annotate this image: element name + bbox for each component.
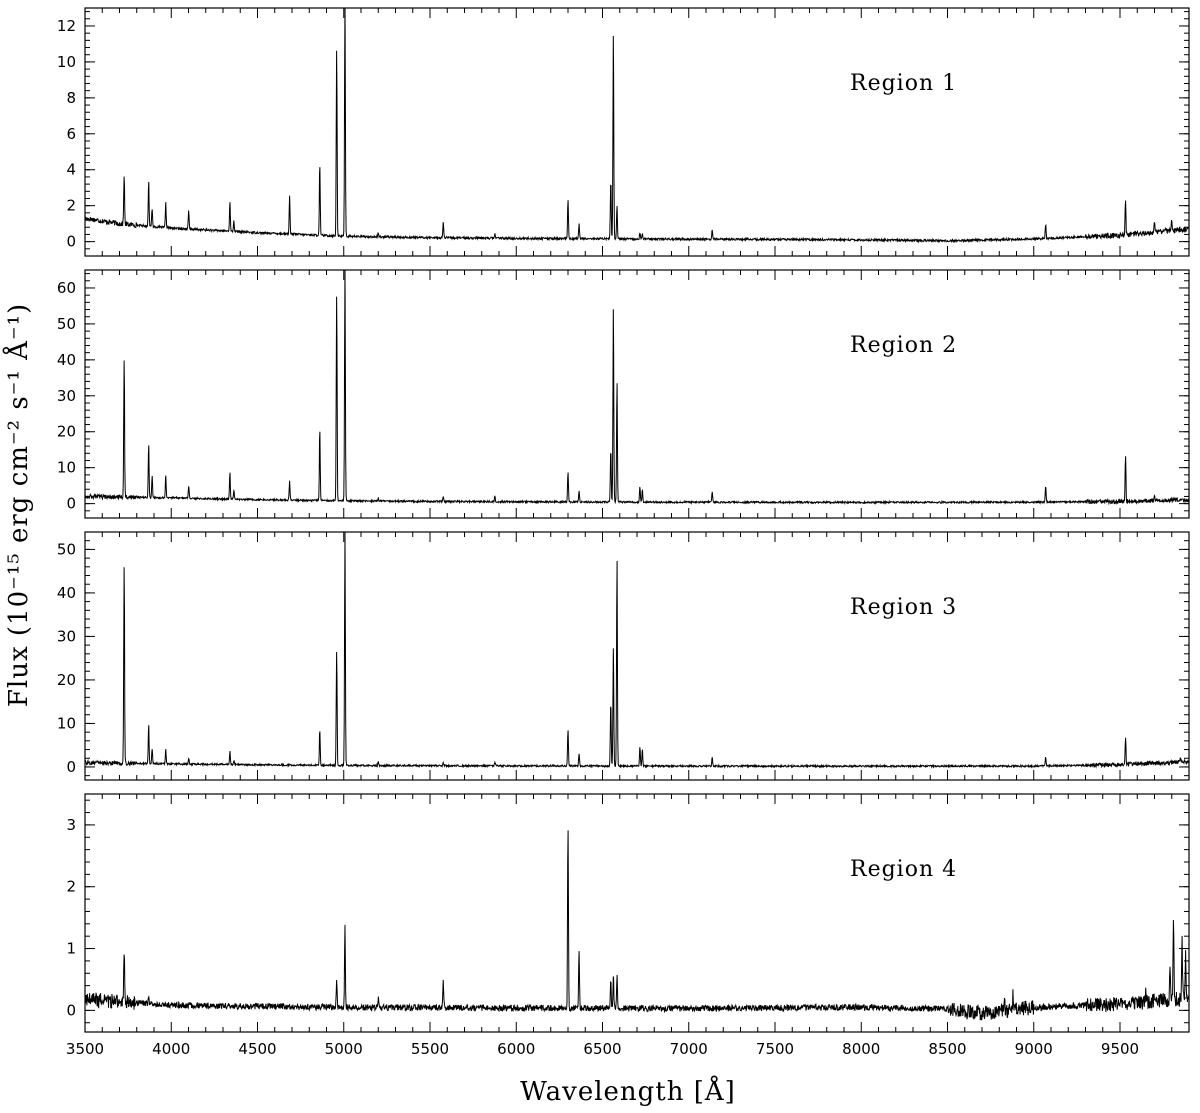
- panel-frame: [84, 269, 1190, 519]
- x-tick-label: 5000: [325, 1040, 363, 1058]
- region-label: Region 1: [850, 71, 957, 96]
- panel-region-2: 0 10 20 30 40 50 60 Region 2: [57, 269, 1190, 519]
- y-tick-label: 10: [57, 714, 76, 732]
- y-tick-label: 0: [66, 495, 76, 513]
- y-tick-label: 60: [57, 279, 76, 297]
- panel-region-4: 0 1 2 3 Region 4 3500 4000 4500 5000 5500 6000 6500…: [66, 793, 1190, 1058]
- y-tick-label: 3: [66, 816, 76, 834]
- y-tick-label: 50: [57, 315, 76, 333]
- x-tick-label: 8000: [842, 1040, 880, 1058]
- y-tick-label: 20: [57, 423, 76, 441]
- y-tick-label: 30: [57, 627, 76, 645]
- y-tick-label: 6: [66, 125, 76, 143]
- region-label: Region 4: [850, 857, 957, 882]
- y-axis-title: Flux (10⁻¹⁵ erg cm⁻² s⁻¹ Å⁻¹): [2, 303, 34, 707]
- y-tick-label: 40: [57, 351, 76, 369]
- region-label: Region 3: [850, 595, 957, 620]
- y-tick-label: 50: [57, 540, 76, 558]
- x-tick-label: 4000: [152, 1040, 190, 1058]
- spectrum-line: [85, 270, 1189, 506]
- y-tick-label: 10: [57, 459, 76, 477]
- y-tick-label: 2: [66, 878, 76, 896]
- region-label: Region 2: [850, 333, 957, 358]
- spectrum-line: [85, 532, 1189, 769]
- x-tick-label: 5500: [411, 1040, 449, 1058]
- x-axis-title: Wavelength [Å]: [520, 1075, 736, 1107]
- y-tick-label: 40: [57, 584, 76, 602]
- y-tick-label: 0: [66, 1001, 76, 1019]
- y-tick-label: 0: [66, 233, 76, 251]
- x-tick-label: 6000: [497, 1040, 535, 1058]
- x-tick-label: 8500: [928, 1040, 966, 1058]
- spectrum-line: [85, 8, 1189, 244]
- panel-frame: [84, 7, 1190, 257]
- panel-region-3: 0 10 20 30 40 50 Region 3: [57, 531, 1190, 781]
- panel-frame: [84, 793, 1190, 1033]
- y-tick-label: 0: [66, 758, 76, 776]
- panel-frame: [84, 531, 1190, 781]
- y-tick-label: 8: [66, 89, 76, 107]
- x-tick-label: 9000: [1015, 1040, 1053, 1058]
- y-tick-label: 2: [66, 197, 76, 215]
- x-tick-label: 9500: [1101, 1040, 1139, 1058]
- y-tick-label: 20: [57, 671, 76, 689]
- y-tick-label: 1: [66, 940, 76, 958]
- x-tick-label: 7500: [756, 1040, 794, 1058]
- y-tick-label: 10: [57, 53, 76, 71]
- x-tick-label: 7000: [670, 1040, 708, 1058]
- x-tick-label: 4500: [238, 1040, 276, 1058]
- y-tick-label: 12: [57, 17, 76, 35]
- x-tick-label: 6500: [583, 1040, 621, 1058]
- y-tick-label: 4: [66, 161, 76, 179]
- y-tick-label: 30: [57, 387, 76, 405]
- panel-region-1: 0 2 4 6 8 10 12 Region 1: [57, 7, 1190, 257]
- spectrum-line: [85, 830, 1189, 1021]
- x-tick-label: 3500: [66, 1040, 104, 1058]
